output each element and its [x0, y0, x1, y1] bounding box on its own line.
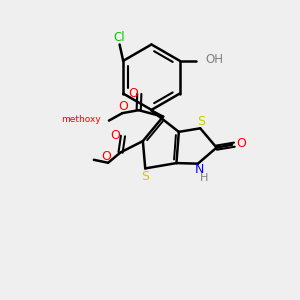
Text: O: O	[102, 150, 112, 163]
Text: O: O	[111, 129, 121, 142]
Text: S: S	[197, 115, 205, 128]
Text: OH: OH	[206, 53, 224, 66]
Text: O: O	[128, 87, 138, 100]
Text: N: N	[195, 163, 204, 176]
Text: O: O	[237, 137, 247, 150]
Text: methoxy: methoxy	[61, 115, 101, 124]
Text: H: H	[200, 173, 208, 183]
Text: Cl: Cl	[113, 31, 125, 44]
Text: O: O	[118, 100, 128, 113]
Text: S: S	[141, 170, 148, 183]
